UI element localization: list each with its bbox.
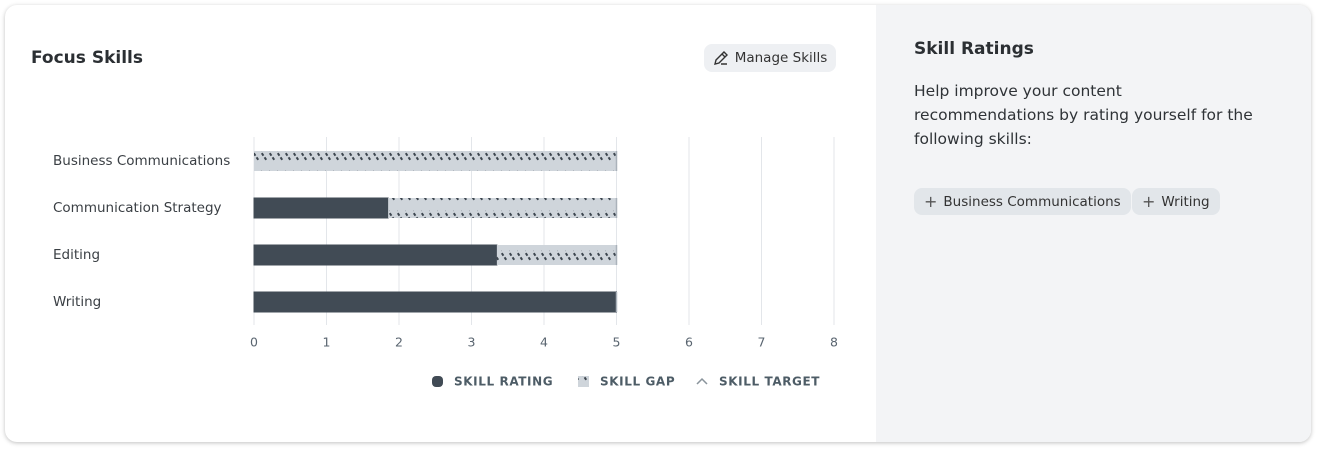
legend-marker <box>432 376 443 387</box>
side-title: Skill Ratings <box>914 39 1034 59</box>
y-tick-label: Editing <box>53 247 100 263</box>
panel-title: Focus Skills <box>31 48 143 68</box>
x-tick-label: 0 <box>250 335 258 350</box>
skill-chip[interactable]: + Writing <box>1132 188 1220 215</box>
legend-label: SKILL TARGET <box>719 375 820 389</box>
x-tick-label: 7 <box>758 335 766 350</box>
bar <box>496 245 617 265</box>
manage-skills-button[interactable]: Manage Skills <box>704 44 836 72</box>
legend-label: SKILL GAP <box>600 375 675 389</box>
card: 0 1 2 3 4 5 6 7 8 Business Communications Communic… <box>5 5 1311 442</box>
bar <box>388 198 617 218</box>
legend-label: SKILL RATING <box>454 375 553 389</box>
chip-label: Writing <box>1161 193 1210 210</box>
legend-marker <box>578 376 589 387</box>
x-tick-label: 6 <box>685 335 693 350</box>
edit-icon <box>713 51 728 65</box>
bar <box>253 291 617 313</box>
y-tick-label: Business Communications <box>53 153 230 169</box>
y-tick-label: Communication Strategy <box>53 200 222 216</box>
y-tick-label: Writing <box>53 294 101 310</box>
x-tick-label: 3 <box>468 335 476 350</box>
bar <box>254 151 617 171</box>
plus-icon: + <box>924 192 938 211</box>
description: Help improve your content recommendation… <box>914 82 1253 148</box>
x-tick-label: 2 <box>395 335 403 350</box>
skill-chip[interactable]: + Business Communications <box>914 188 1131 215</box>
chip-label: Business Communications <box>943 193 1121 210</box>
x-tick-label: 4 <box>540 335 548 350</box>
button-label: Manage Skills <box>734 50 828 66</box>
chart: 0 1 2 3 4 5 6 7 8 Business Communications Communic… <box>53 137 838 389</box>
x-tick-label: 8 <box>830 335 838 350</box>
plus-icon: + <box>1142 192 1156 211</box>
side-panel: Skill Ratings Help improve your content … <box>876 5 1311 442</box>
x-tick-label: 5 <box>613 335 621 350</box>
bar <box>253 197 389 219</box>
x-tick-label: 1 <box>323 335 331 350</box>
bar <box>253 244 498 266</box>
legend-marker <box>696 377 708 385</box>
